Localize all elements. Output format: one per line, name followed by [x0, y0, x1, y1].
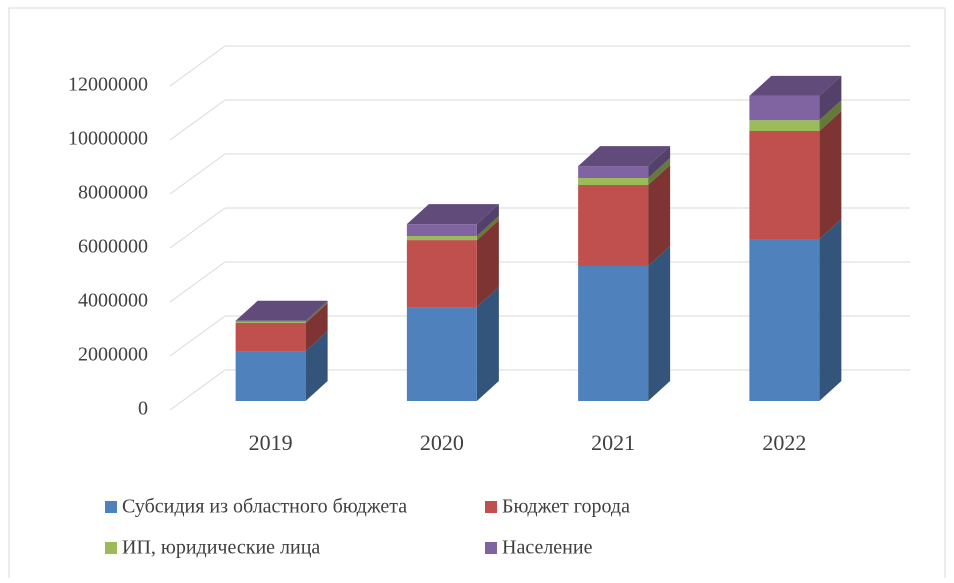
bar-side [648, 157, 671, 185]
bar-side [819, 75, 842, 121]
x-tick-label: 2022 [762, 430, 806, 455]
x-tick-label: 2019 [249, 430, 293, 455]
legend-label: ИП, юридические лица [122, 537, 320, 559]
bar-side [476, 287, 499, 401]
bar-top [406, 204, 499, 225]
bar-side [305, 301, 328, 323]
bar [749, 131, 820, 239]
bar-side [819, 219, 842, 401]
bar-side [476, 216, 499, 241]
grid-line [169, 153, 226, 195]
legend-swatch [105, 501, 117, 513]
y-tick-label: 0 [138, 398, 148, 420]
legend-label: Бюджет города [502, 496, 630, 518]
bar [406, 307, 477, 401]
legend-label: Население [502, 537, 593, 559]
bar [406, 240, 477, 308]
bar [749, 120, 820, 131]
bar [235, 320, 306, 322]
legend-swatch [485, 542, 497, 554]
y-tick-label: 4000000 [78, 290, 148, 312]
y-tick-label: 2000000 [78, 344, 148, 366]
grid-line [169, 261, 226, 303]
bar-top [749, 75, 842, 96]
bar-side [476, 220, 499, 308]
y-tick-label: 10000000 [68, 128, 148, 150]
grid-line [169, 369, 226, 411]
y-tick-label: 8000000 [78, 182, 148, 204]
bar [235, 351, 306, 401]
bar-top [578, 146, 671, 167]
bar-top [235, 300, 328, 321]
x-tick-label: 2020 [420, 430, 464, 455]
grid-line [169, 207, 226, 249]
bar [749, 239, 820, 401]
legend-label: Субсидия из областного бюджета [122, 496, 407, 518]
x-tick-label: 2021 [591, 430, 635, 455]
bar-side [819, 100, 842, 131]
bar [235, 322, 306, 352]
grid-line [169, 315, 226, 357]
bar-side [819, 111, 842, 239]
bar [578, 185, 649, 266]
y-tick-label: 12000000 [68, 74, 148, 96]
bar [578, 177, 649, 185]
bar-side [305, 331, 328, 401]
y-tick-label: 6000000 [78, 236, 148, 258]
bar [406, 224, 477, 237]
bar [406, 236, 477, 241]
bar [235, 321, 306, 323]
grid-line [169, 45, 226, 87]
bar-side [476, 204, 499, 237]
bar [578, 266, 649, 401]
legend-swatch [485, 501, 497, 513]
grid-line [169, 99, 226, 141]
bar-side [305, 300, 328, 322]
bar [749, 95, 820, 121]
bar-side [648, 165, 671, 266]
bar [578, 166, 649, 178]
legend-swatch [105, 542, 117, 554]
bar-side [648, 246, 671, 401]
bar-side [648, 146, 671, 178]
bar-side [305, 302, 328, 352]
